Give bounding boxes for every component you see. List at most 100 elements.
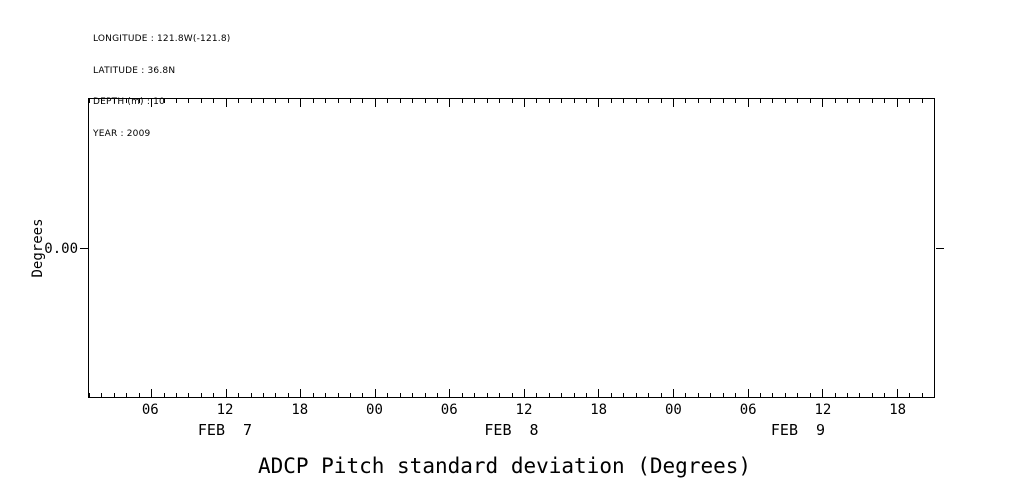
x-bottom-tick-minor xyxy=(660,393,662,397)
depth-label: DEPTH (m) : 10 xyxy=(93,97,165,107)
x-top-tick-minor xyxy=(722,99,724,103)
x-top-tick-minor xyxy=(362,99,364,103)
x-top-tick-minor xyxy=(325,99,327,103)
x-bottom-tick-minor xyxy=(760,393,762,397)
x-bottom-tick-minor xyxy=(834,393,836,397)
x-bottom-tick-minor xyxy=(561,393,563,397)
x-top-tick-minor xyxy=(499,99,501,103)
x-top-tick-minor xyxy=(424,99,426,103)
x-top-tick-minor xyxy=(536,99,538,103)
x-top-tick-minor xyxy=(412,99,414,103)
x-top-tick-minor xyxy=(934,99,935,103)
x-top-tick-minor xyxy=(760,99,762,103)
x-top-tick-minor xyxy=(474,99,476,103)
x-top-tick-major xyxy=(151,99,153,107)
x-top-tick-minor xyxy=(126,99,128,103)
x-bottom-tick-minor xyxy=(859,393,861,397)
x-bottom-tick-major xyxy=(822,389,824,397)
x-top-tick-minor xyxy=(486,99,488,103)
x-top-tick-minor xyxy=(735,99,737,103)
x-bottom-tick-minor xyxy=(126,393,128,397)
x-bottom-tick-minor xyxy=(200,393,202,397)
x-bottom-tick-minor xyxy=(188,393,190,397)
x-top-tick-minor xyxy=(660,99,662,103)
x-top-tick-minor xyxy=(387,99,389,103)
x-bottom-tick-minor xyxy=(362,393,364,397)
y-tick-label: 0.00 xyxy=(44,241,78,257)
x-bottom-tick-minor xyxy=(499,393,501,397)
x-bottom-tick-major xyxy=(896,389,898,397)
x-top-tick-major xyxy=(673,99,675,107)
x-bottom-tick-minor xyxy=(921,393,923,397)
x-bottom-tick-minor xyxy=(722,393,724,397)
x-top-tick-minor xyxy=(250,99,252,103)
x-top-tick-major xyxy=(300,99,302,107)
x-bottom-tick-minor xyxy=(548,393,550,397)
x-bottom-tick-minor xyxy=(934,393,935,397)
x-bottom-tick-major xyxy=(523,389,525,397)
x-bottom-tick-minor xyxy=(735,393,737,397)
x-bottom-tick-minor xyxy=(325,393,327,397)
x-top-tick-minor xyxy=(685,99,687,103)
x-bottom-tick-minor xyxy=(89,393,90,397)
x-top-tick-minor xyxy=(871,99,873,103)
x-bottom-tick-minor xyxy=(710,393,712,397)
x-bottom-tick-minor xyxy=(635,393,637,397)
date-label: FEB 7 xyxy=(197,421,253,439)
x-top-tick-minor xyxy=(138,99,140,103)
x-tick-label: 12 xyxy=(515,402,533,418)
x-bottom-tick-minor xyxy=(610,393,612,397)
x-tick-label: 12 xyxy=(216,402,234,418)
x-top-tick-major xyxy=(896,99,898,107)
x-bottom-tick-minor xyxy=(847,393,848,397)
year-label: YEAR : 2009 xyxy=(93,128,151,139)
x-top-tick-minor xyxy=(623,99,625,103)
x-bottom-tick-minor xyxy=(536,393,538,397)
x-tick-label: 06 xyxy=(440,402,458,418)
x-bottom-tick-minor xyxy=(884,393,886,397)
x-bottom-tick-minor xyxy=(461,393,463,397)
plot-area xyxy=(88,98,935,398)
x-bottom-tick-minor xyxy=(337,393,339,397)
x-tick-label: 18 xyxy=(590,402,608,418)
x-top-tick-major xyxy=(598,99,600,107)
x-bottom-tick-minor xyxy=(772,393,774,397)
x-top-tick-major xyxy=(822,99,824,107)
x-bottom-tick-minor xyxy=(250,393,252,397)
x-top-tick-minor xyxy=(772,99,774,103)
x-bottom-tick-minor xyxy=(387,393,389,397)
x-bottom-tick-minor xyxy=(412,393,414,397)
x-top-tick-minor xyxy=(847,99,848,103)
y-zero-tick-left xyxy=(80,248,88,249)
x-bottom-tick-minor xyxy=(486,393,488,397)
x-tick-labels-row: 06 12 18 00 06 12 18 00 06 12 18 xyxy=(88,402,935,420)
x-top-tick-major xyxy=(374,99,376,107)
x-top-tick-minor xyxy=(909,99,911,103)
x-top-tick-minor xyxy=(349,99,351,103)
x-bottom-tick-minor xyxy=(399,393,401,397)
x-top-tick-minor xyxy=(884,99,886,103)
x-bottom-tick-minor xyxy=(113,393,115,397)
x-bottom-tick-minor xyxy=(784,393,786,397)
x-bottom-tick-major xyxy=(747,389,749,397)
x-top-tick-minor xyxy=(710,99,712,103)
x-bottom-tick-major xyxy=(374,389,376,397)
x-top-tick-minor xyxy=(648,99,650,103)
x-bottom-tick-minor xyxy=(287,393,289,397)
x-bottom-tick-minor xyxy=(871,393,873,397)
x-bottom-tick-minor xyxy=(809,393,811,397)
x-top-tick-minor xyxy=(859,99,861,103)
x-bottom-tick-minor xyxy=(101,393,103,397)
x-top-tick-minor xyxy=(809,99,811,103)
x-bottom-tick-minor xyxy=(238,393,240,397)
x-top-tick-minor xyxy=(113,99,115,103)
x-top-tick-minor xyxy=(635,99,637,103)
x-bottom-tick-minor xyxy=(586,393,588,397)
x-top-tick-minor xyxy=(163,99,165,103)
x-top-tick-minor xyxy=(238,99,240,103)
chart-title: ADCP Pitch standard deviation (Degrees) xyxy=(257,454,752,478)
x-top-tick-minor xyxy=(101,99,103,103)
x-bottom-tick-minor xyxy=(511,393,513,397)
longitude-label: LONGITUDE : 121.8W(-121.8) xyxy=(93,34,231,44)
x-tick-label: 00 xyxy=(664,402,682,418)
